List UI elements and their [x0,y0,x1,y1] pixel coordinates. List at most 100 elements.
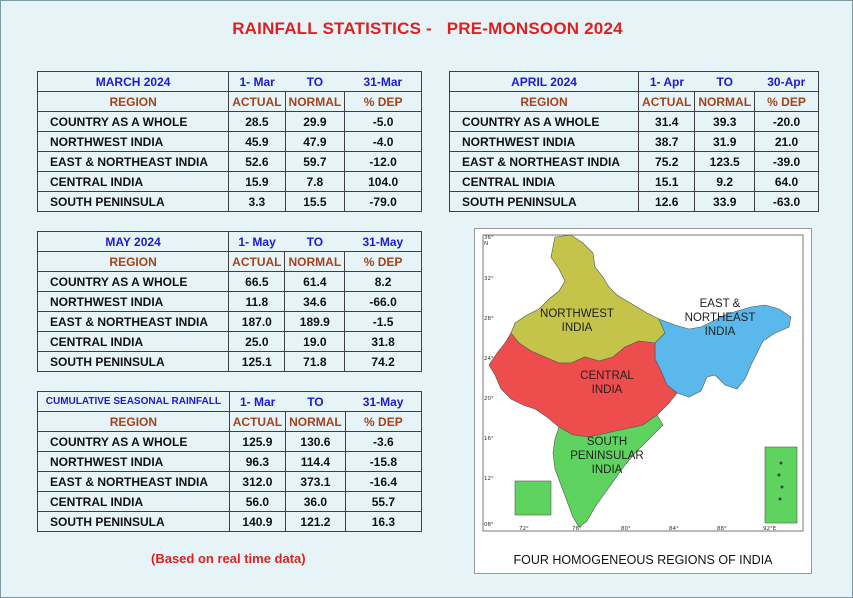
lon-tick: 72° [519,526,529,532]
until-date: 31-Mar [344,71,422,92]
east-label-2: NORTHEAST [685,312,756,324]
normal-cell: 31.9 [694,131,756,152]
title-right: PRE-MONSOON 2024 [446,19,623,38]
dep-cell: -12.0 [344,151,422,172]
normal-cell: 71.8 [284,351,346,372]
normal-cell: 39.3 [694,111,756,132]
normal-cell: 114.4 [285,451,346,472]
lon-tick-labels: 72° 76° 80° 84° 88° 92°E [519,526,777,532]
normal-cell: 189.9 [284,311,346,332]
region-cell: NORTHWEST INDIA [448,131,640,152]
table-header-row: MARCH 2024 1- Mar TO 31-Mar [36,71,422,92]
normal-cell: 33.9 [694,191,756,212]
normal-cell: 19.0 [284,331,346,352]
table-row: COUNTRY AS A WHOLE 28.5 29.9 -5.0 [36,111,422,132]
cumulative-table: CUMULATIVE SEASONAL RAINFALL 1- Mar TO 3… [37,391,423,532]
until-date: 31-May [344,231,422,252]
actual-cell: 3.3 [228,191,286,212]
central-region [488,332,678,438]
actual-cell: 15.9 [228,171,286,192]
lakshadweep-inset [514,480,552,516]
normal-cell: 15.5 [284,191,346,212]
march-table: MARCH 2024 1- Mar TO 31-Mar REGION ACTUA… [36,71,422,212]
dep-cell: 31.8 [344,331,422,352]
region-cell: SOUTH PENINSULA [448,191,640,212]
actual-header: ACTUAL [228,91,286,112]
page-title: RAINFALL STATISTICS - PRE-MONSOON 2024 [1,19,853,39]
table-name: CUMULATIVE SEASONAL RAINFALL [37,391,230,412]
actual-cell: 12.6 [638,191,696,212]
dep-header: % DEP [754,91,819,112]
dep-cell: -39.0 [754,151,819,172]
lon-tick: 76° [572,526,582,532]
region-cell: SOUTH PENINSULA [37,511,230,532]
normal-cell: 59.7 [284,151,346,172]
table-name: APRIL 2024 [448,71,640,92]
dep-cell: 8.2 [344,271,422,292]
normal-cell: 36.0 [285,491,346,512]
table-row: SOUTH PENINSULA 12.6 33.9 -63.0 [448,191,819,212]
table-row: EAST & NORTHEAST INDIA 187.0 189.9 -1.5 [36,311,422,332]
from-date: 1- Mar [228,71,286,92]
lon-tick: 92°E [763,526,777,532]
india-regions-map: N 32° 28° 24° 20° 16° 12° 08° 36° 72° 76… [474,228,812,574]
region-header: REGION [448,91,640,112]
lon-tick: 84° [669,526,679,532]
dep-cell: 64.0 [754,171,819,192]
actual-cell: 96.3 [228,451,287,472]
table-row: NORTHWEST INDIA 96.3 114.4 -15.8 [37,451,423,472]
table-row: SOUTH PENINSULA 125.1 71.8 74.2 [36,351,422,372]
actual-cell: 140.9 [228,511,287,532]
table-row: CENTRAL INDIA 56.0 36.0 55.7 [37,491,423,512]
table-row: NORTHWEST INDIA 38.7 31.9 21.0 [448,131,819,152]
dep-header: % DEP [344,251,422,272]
north-label: N [484,241,488,247]
normal-header: NORMAL [285,411,346,432]
normal-cell: 47.9 [284,131,346,152]
actual-cell: 66.5 [228,271,286,292]
table-row: NORTHWEST INDIA 45.9 47.9 -4.0 [36,131,422,152]
region-cell: COUNTRY AS A WHOLE [448,111,640,132]
region-header: REGION [37,411,230,432]
normal-cell: 7.8 [284,171,346,192]
region-cell: EAST & NORTHEAST INDIA [36,151,230,172]
andaman-inset [764,446,798,524]
actual-header: ACTUAL [638,91,696,112]
table-row: EAST & NORTHEAST INDIA 52.6 59.7 -12.0 [36,151,422,172]
normal-cell: 61.4 [284,271,346,292]
table-row: CENTRAL INDIA 25.0 19.0 31.8 [36,331,422,352]
table-header-row: APRIL 2024 1- Apr TO 30-Apr [448,71,819,92]
region-cell: SOUTH PENINSULA [36,351,230,372]
region-cell: COUNTRY AS A WHOLE [36,111,230,132]
normal-cell: 29.9 [284,111,346,132]
actual-header: ACTUAL [228,251,286,272]
dep-cell: -4.0 [344,131,422,152]
dep-cell: -79.0 [344,191,422,212]
data-note: (Based on real time data) [151,551,306,566]
dep-cell: -63.0 [754,191,819,212]
dep-header: % DEP [344,91,422,112]
actual-cell: 75.2 [638,151,696,172]
dep-cell: 74.2 [344,351,422,372]
region-header: REGION [36,251,230,272]
lat-tick: 12° [484,476,494,482]
south-label-2: PENINSULAR [570,450,644,462]
region-cell: CENTRAL INDIA [37,491,230,512]
map-svg: N 32° 28° 24° 20° 16° 12° 08° 36° 72° 76… [482,234,804,532]
normal-cell: 9.2 [694,171,756,192]
region-cell: EAST & NORTHEAST INDIA [36,311,230,332]
normal-cell: 121.2 [285,511,346,532]
table-row: COUNTRY AS A WHOLE 31.4 39.3 -20.0 [448,111,819,132]
region-cell: CENTRAL INDIA [36,331,230,352]
column-header-row: REGION ACTUAL NORMAL % DEP [36,251,422,272]
normal-cell: 34.6 [284,291,346,312]
normal-header: NORMAL [284,91,346,112]
region-cell: EAST & NORTHEAST INDIA [37,471,230,492]
region-cell: NORTHWEST INDIA [36,291,230,312]
table-row: SOUTH PENINSULA 3.3 15.5 -79.0 [36,191,422,212]
region-cell: CENTRAL INDIA [36,171,230,192]
dep-cell: 55.7 [344,491,423,512]
lat-tick-labels: N 32° 28° 24° 20° 16° 12° 08° 36° [484,235,494,528]
table-header-row: CUMULATIVE SEASONAL RAINFALL 1- Mar TO 3… [37,391,423,412]
region-header: REGION [36,91,230,112]
